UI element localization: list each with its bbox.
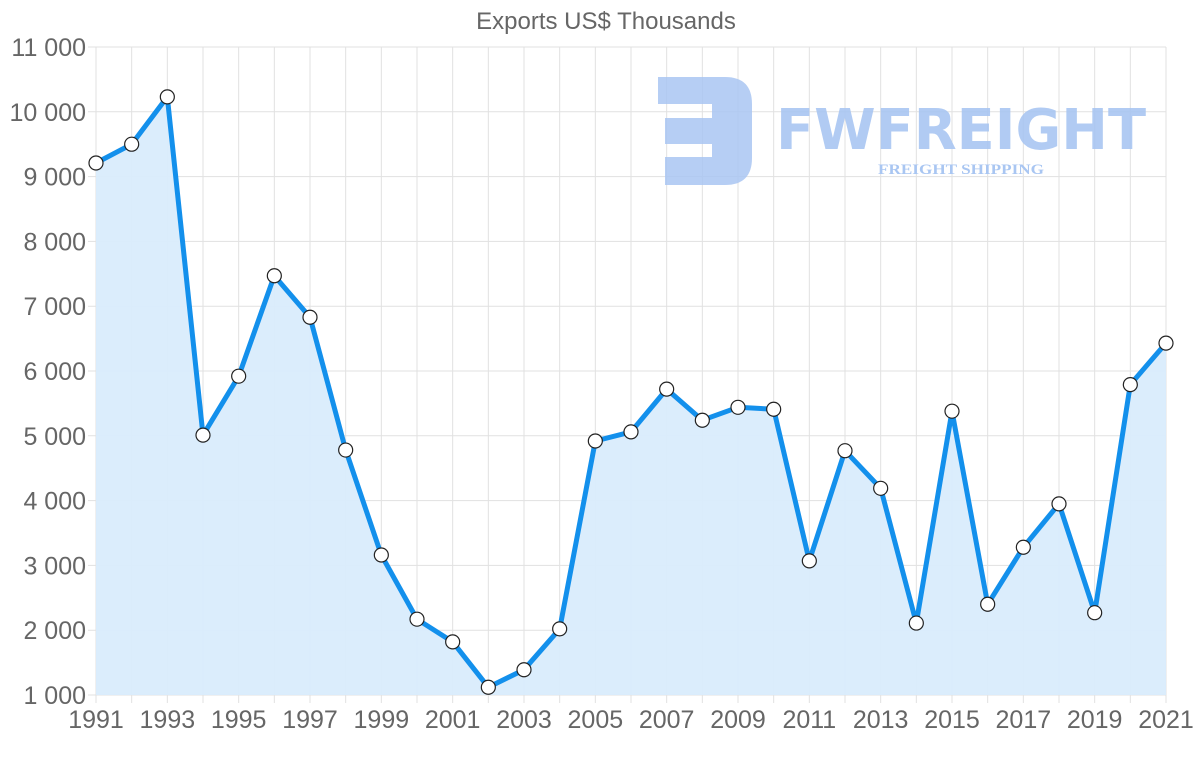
- y-tick-label: 10 000: [10, 99, 86, 127]
- y-tick-label: 3 000: [23, 552, 86, 580]
- data-point[interactable]: [1051, 496, 1067, 512]
- y-tick-label: 5 000: [23, 423, 86, 451]
- data-point[interactable]: [694, 412, 710, 428]
- data-point[interactable]: [302, 309, 318, 325]
- y-tick-label: 7 000: [23, 293, 86, 321]
- logo-mark-icon: [658, 77, 752, 185]
- data-point[interactable]: [801, 553, 817, 569]
- x-tick-label: 2001: [425, 706, 481, 734]
- data-point[interactable]: [552, 621, 568, 637]
- x-tick-label: 1993: [140, 706, 196, 734]
- data-point[interactable]: [338, 442, 354, 458]
- y-tick-label: 6 000: [23, 358, 86, 386]
- x-tick-label: 1995: [211, 706, 267, 734]
- data-point[interactable]: [88, 155, 104, 171]
- x-tick-label: 2011: [782, 706, 836, 734]
- data-point[interactable]: [1087, 605, 1103, 621]
- x-tick-label: 2003: [496, 706, 552, 734]
- x-tick-label: 2021: [1138, 706, 1194, 734]
- data-points: [88, 89, 1174, 695]
- x-tick-label: 2007: [639, 706, 695, 734]
- x-tick-label: 2019: [1067, 706, 1123, 734]
- y-tick-label: 4 000: [23, 488, 86, 516]
- y-tick-label: 2 000: [23, 617, 86, 645]
- data-point[interactable]: [659, 381, 675, 397]
- y-axis-ticks: 1 000 2 000 3 000 4 000 5 000 6 000 7 000 8 000…: [10, 34, 86, 710]
- data-point[interactable]: [1122, 377, 1138, 393]
- watermark-tagline: FREIGHT SHIPPING: [878, 162, 1044, 178]
- watermark-brand: FWFREIGHT: [776, 98, 1146, 163]
- x-tick-label: 2017: [996, 706, 1052, 734]
- data-point[interactable]: [623, 424, 639, 440]
- data-point[interactable]: [409, 611, 425, 627]
- data-point[interactable]: [587, 433, 603, 449]
- data-point[interactable]: [480, 679, 496, 695]
- y-tick-label: 8 000: [23, 228, 86, 256]
- data-point[interactable]: [373, 547, 389, 563]
- data-point[interactable]: [944, 403, 960, 419]
- data-point[interactable]: [1015, 539, 1031, 555]
- chart-title: Exports US$ Thousands: [476, 8, 736, 35]
- data-point[interactable]: [980, 596, 996, 612]
- x-tick-label: 1997: [282, 706, 338, 734]
- x-tick-label: 2015: [924, 706, 980, 734]
- x-tick-label: 2009: [710, 706, 766, 734]
- x-axis-ticks: 1991 1993 1995 1997 1999 2001 2003 2005 2007 2009…: [68, 706, 1194, 734]
- area-fill: [96, 96, 1166, 695]
- data-point[interactable]: [873, 480, 889, 496]
- watermark-logo: FWFREIGHT FREIGHT SHIPPING: [658, 77, 1146, 185]
- data-point[interactable]: [266, 268, 282, 284]
- x-tick-label: 1991: [68, 706, 124, 734]
- data-point[interactable]: [516, 662, 532, 678]
- y-tick-label: 11 000: [11, 34, 86, 62]
- data-point[interactable]: [766, 401, 782, 417]
- data-point[interactable]: [124, 136, 140, 152]
- data-point[interactable]: [1158, 335, 1174, 351]
- data-point[interactable]: [195, 427, 211, 443]
- x-tick-label: 2013: [853, 706, 909, 734]
- x-tick-label: 2005: [568, 706, 624, 734]
- data-point[interactable]: [445, 634, 461, 650]
- data-point[interactable]: [837, 443, 853, 459]
- data-point[interactable]: [730, 399, 746, 415]
- y-tick-label: 9 000: [23, 164, 86, 192]
- data-point[interactable]: [908, 615, 924, 631]
- y-tick-label: 1 000: [23, 682, 86, 710]
- data-point[interactable]: [231, 368, 247, 384]
- data-point[interactable]: [159, 89, 175, 105]
- x-tick-label: 1999: [354, 706, 410, 734]
